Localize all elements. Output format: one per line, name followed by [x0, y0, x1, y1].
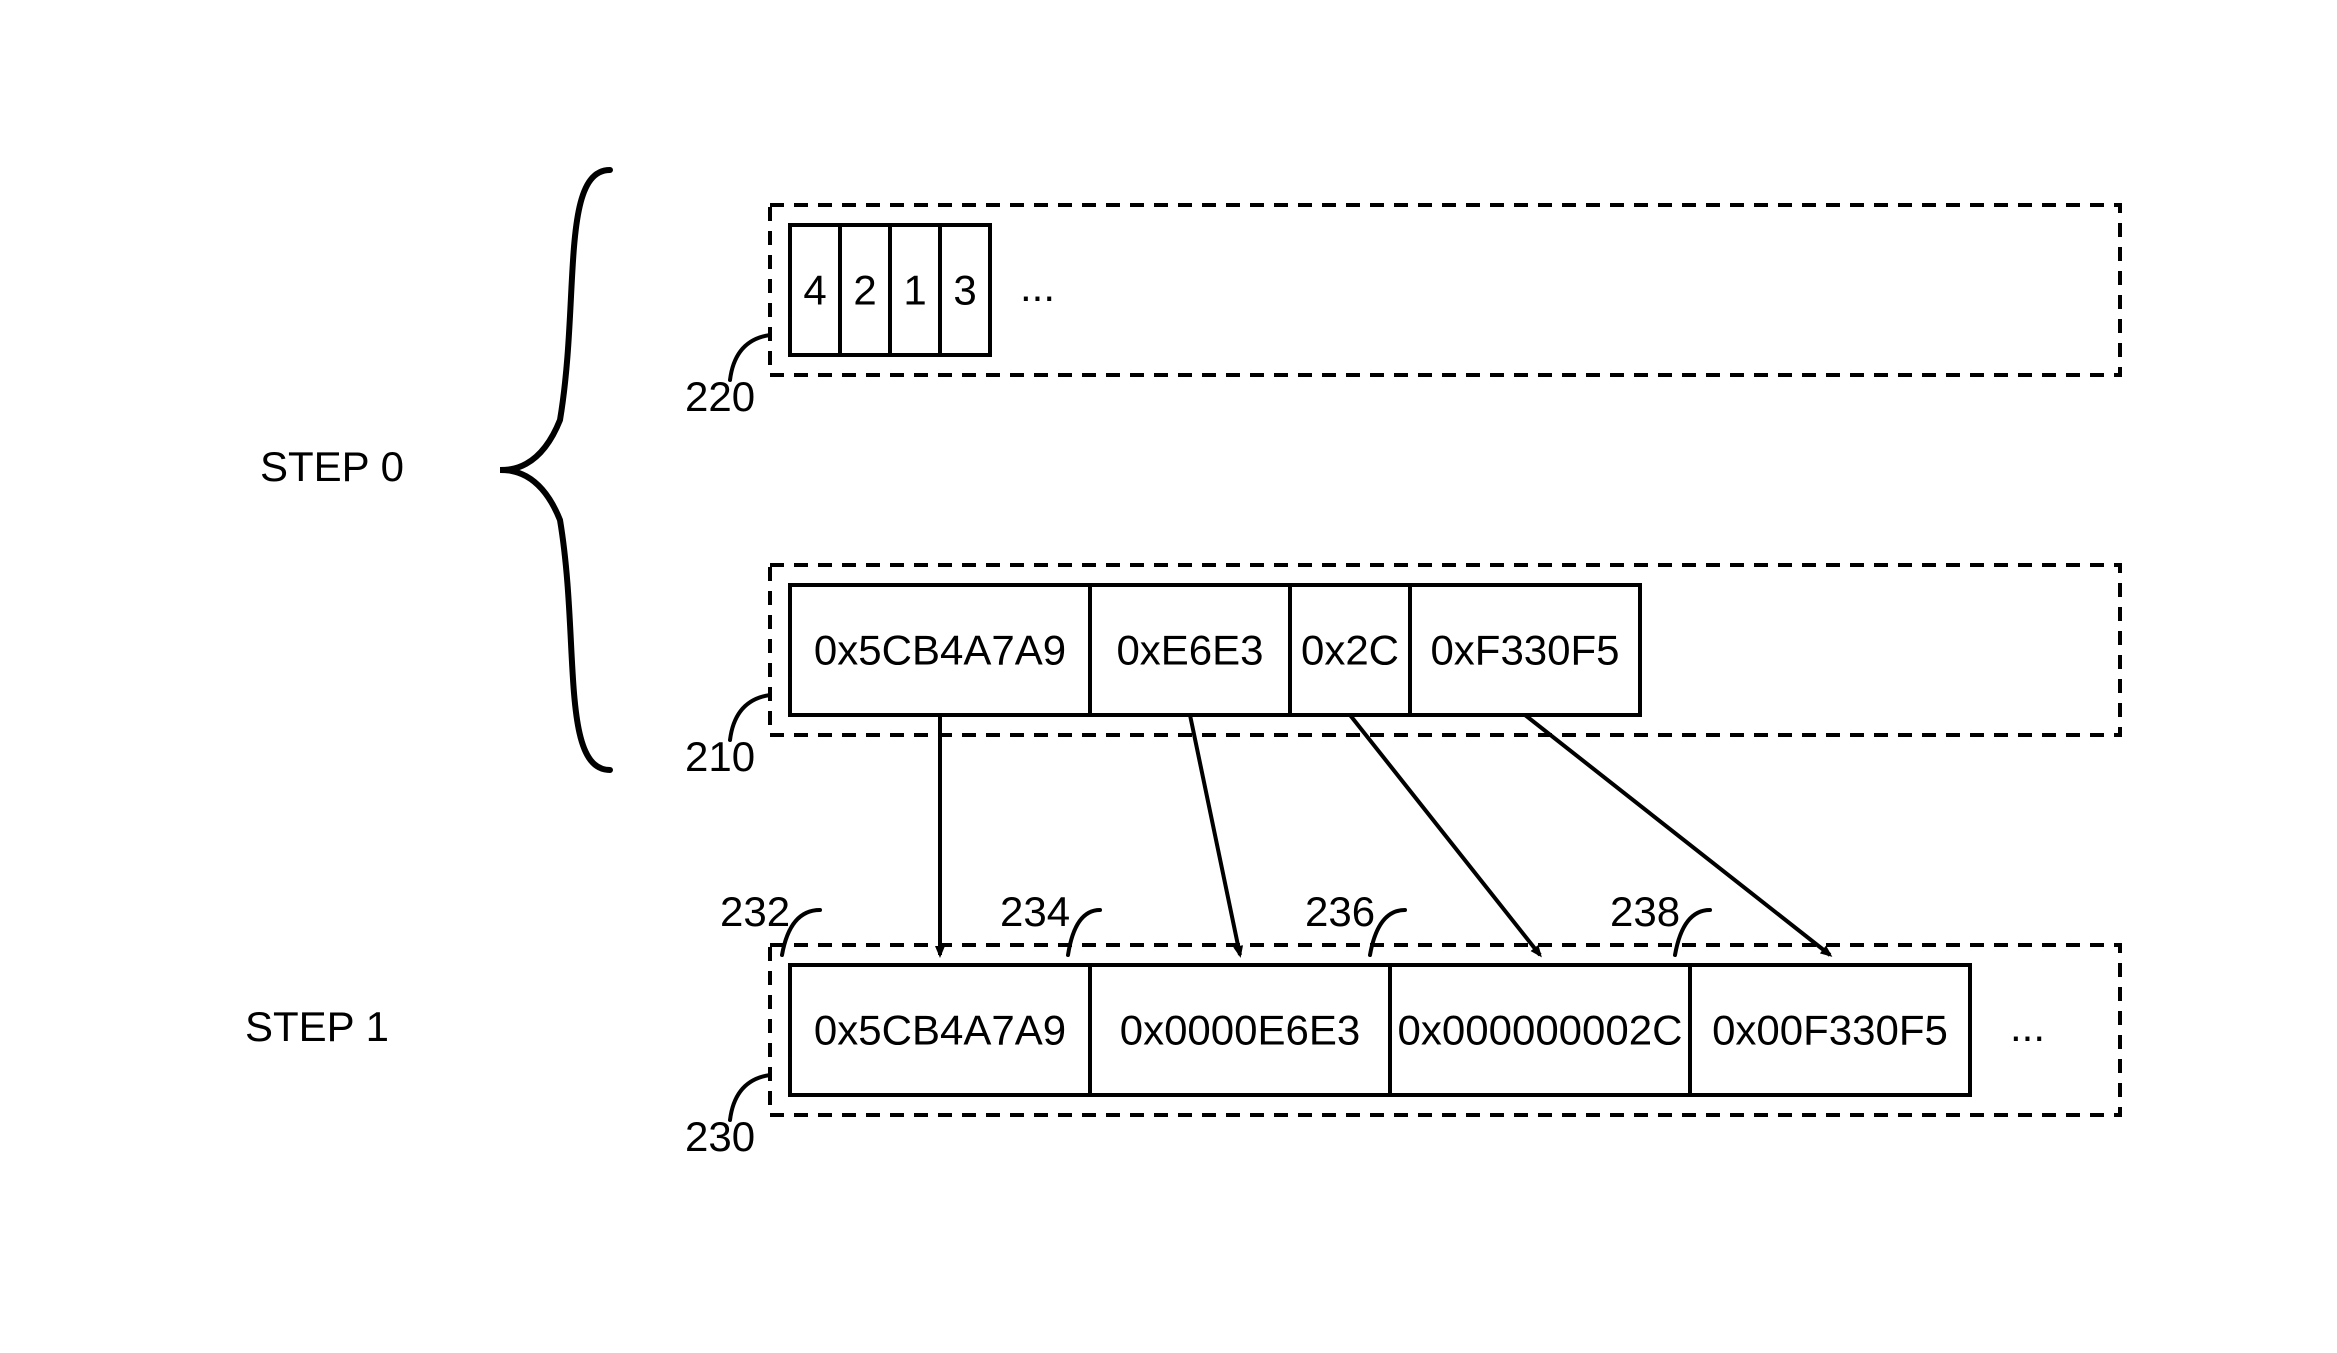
ref-238: 238	[1610, 888, 1680, 935]
box230-ellipsis: ...	[2010, 1003, 2045, 1050]
box230-cell-3-text: 0x00F330F5	[1712, 1007, 1948, 1054]
callout-234-arc	[1068, 910, 1100, 955]
ref-220: 220	[685, 373, 755, 420]
step1-label: STEP 1	[245, 1003, 389, 1050]
box230-cell-0-text: 0x5CB4A7A9	[814, 1007, 1066, 1054]
box220-ellipsis: ...	[1020, 263, 1055, 310]
box210-cell-3-text: 0xF330F5	[1430, 627, 1619, 674]
brace-step0	[500, 170, 610, 770]
box220-cell-1-text: 2	[853, 267, 876, 314]
box210-cell-0-text: 0x5CB4A7A9	[814, 627, 1066, 674]
box230-cell-1-text: 0x0000E6E3	[1120, 1007, 1361, 1054]
ref-234: 234	[1000, 888, 1070, 935]
step0-label: STEP 0	[260, 443, 404, 490]
arrow-1	[1190, 715, 1240, 955]
ref-210: 210	[685, 733, 755, 780]
box220-cell-3-text: 3	[953, 267, 976, 314]
ref-230: 230	[685, 1113, 755, 1160]
ref-232: 232	[720, 888, 790, 935]
box210-cell-2-text: 0x2C	[1301, 627, 1399, 674]
ref-236: 236	[1305, 888, 1375, 935]
box220-cell-2-text: 1	[903, 267, 926, 314]
box230-cell-2-text: 0x000000002C	[1398, 1007, 1683, 1054]
callout-238-arc	[1675, 910, 1710, 955]
box220-cell-0-text: 4	[803, 267, 826, 314]
callout-236-arc	[1370, 910, 1405, 955]
box210-cell-1-text: 0xE6E3	[1116, 627, 1263, 674]
arrow-2	[1350, 715, 1540, 955]
